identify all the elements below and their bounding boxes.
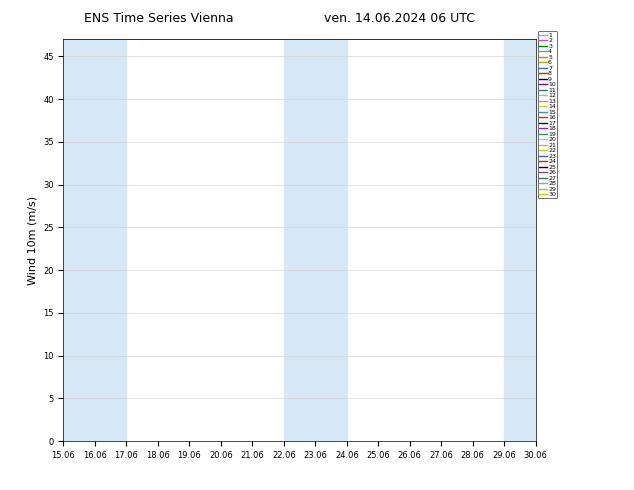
Y-axis label: Wind 10m (m/s): Wind 10m (m/s): [27, 196, 37, 285]
Bar: [504, 39, 536, 441]
Text: ven. 14.06.2024 06 UTC: ven. 14.06.2024 06 UTC: [324, 12, 475, 25]
Bar: [284, 39, 347, 441]
Bar: [63, 39, 126, 441]
Text: ENS Time Series Vienna: ENS Time Series Vienna: [84, 12, 233, 25]
Legend: 1, 2, 3, 4, 5, 6, 7, 8, 9, 10, 11, 12, 13, 14, 15, 16, 17, 18, 19, 20, 21, 22, 2: 1, 2, 3, 4, 5, 6, 7, 8, 9, 10, 11, 12, 1…: [538, 31, 557, 198]
